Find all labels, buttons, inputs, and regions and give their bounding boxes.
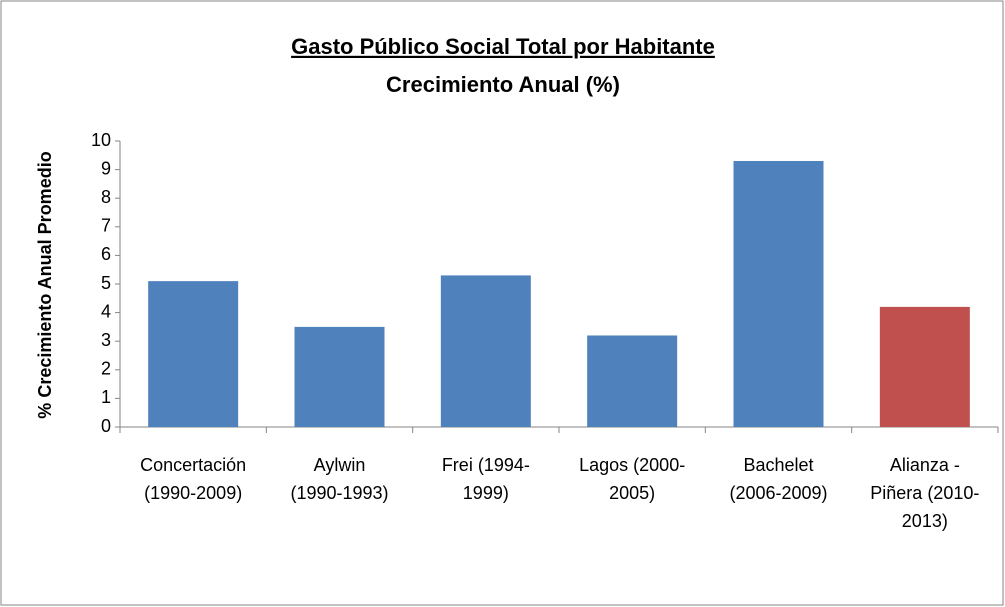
x-tick-label: Alianza -: [890, 455, 960, 475]
x-tick-label: 2005): [609, 483, 655, 503]
bar: [148, 281, 239, 427]
x-tick-label: (1990-1993): [290, 483, 388, 503]
y-axis-label: % Crecimiento Anual Promedio: [35, 151, 55, 418]
x-tick-label: Concertación: [140, 455, 246, 475]
y-tick-label: 6: [101, 244, 111, 264]
x-tick-label: Bachelet: [743, 455, 813, 475]
y-tick-label: 9: [101, 158, 111, 178]
y-tick-label: 1: [101, 387, 111, 407]
bar: [440, 275, 531, 427]
x-tick-label: (2006-2009): [729, 483, 827, 503]
y-tick-label: 8: [101, 187, 111, 207]
y-tick-label: 10: [91, 130, 111, 150]
y-tick-label: 5: [101, 273, 111, 293]
x-tick-label: Aylwin: [314, 455, 366, 475]
x-tick-label: Piñera (2010-: [870, 483, 979, 503]
x-tick-label: Frei (1994-: [442, 455, 530, 475]
x-tick-label: (1990-2009): [144, 483, 242, 503]
chart-title: Gasto Público Social Total por Habitante: [291, 34, 715, 59]
x-tick-label: 2013): [902, 511, 948, 531]
chart-subtitle: Crecimiento Anual (%): [386, 72, 620, 97]
x-tick-label: 1999): [463, 483, 509, 503]
y-tick-label: 2: [101, 359, 111, 379]
y-tick-label: 3: [101, 330, 111, 350]
bar: [294, 326, 385, 427]
bar: [587, 335, 678, 427]
bar: [733, 161, 824, 427]
x-tick-label: Lagos (2000-: [579, 455, 685, 475]
bar: [879, 306, 970, 427]
y-tick-label: 0: [101, 416, 111, 436]
y-tick-label: 4: [101, 301, 111, 321]
y-tick-label: 7: [101, 216, 111, 236]
